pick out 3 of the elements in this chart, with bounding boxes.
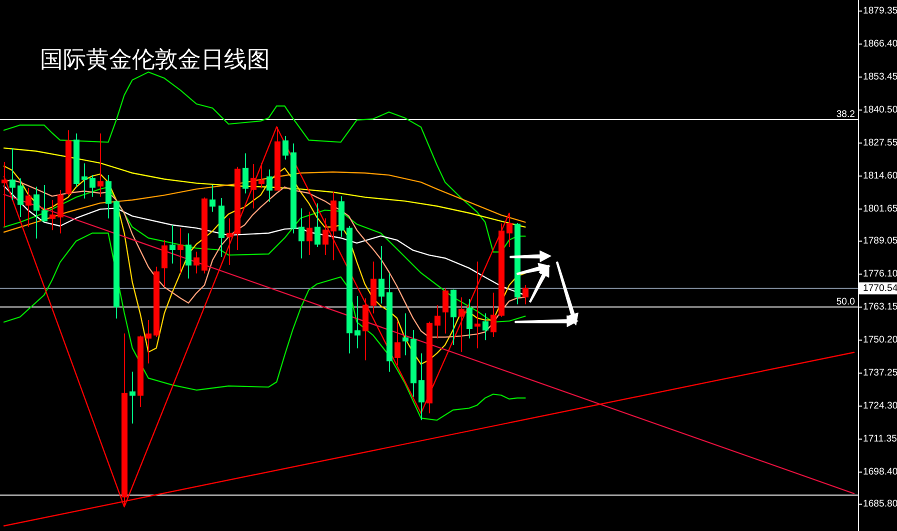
annotation: 38.2 [836,109,855,120]
annotation: 50.0 [836,296,855,308]
title: 国际黄金伦敦金日线图 [40,47,270,73]
